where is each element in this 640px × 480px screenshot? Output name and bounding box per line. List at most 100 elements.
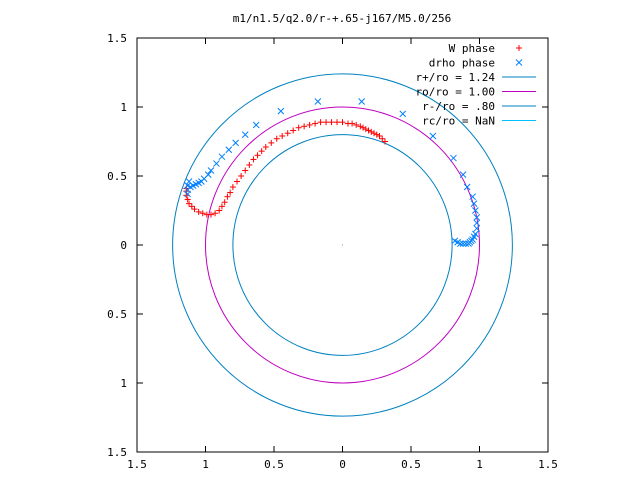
w-phase-point [234,178,241,185]
drho-phase-point [465,240,472,247]
ticks-layer: 1.5 1 0.5 0 0.5 1 1.51.510.500.511.5 [107,32,558,471]
w-phase-point [203,211,210,218]
legend-label: ro/ro = 1.00 [416,86,495,99]
w-phase-point [188,203,195,210]
w-phase-point [227,189,234,196]
w-phase-point [186,200,193,207]
drho-phase-point [241,131,249,138]
drho-phase-point [213,160,220,167]
drho-phase-point [225,146,233,154]
w-phase-point [323,119,330,126]
drho-phase-point [314,98,322,105]
w-phase-point [250,156,257,163]
y-tick-label: 1.5 [107,446,127,459]
w-phase-point [368,128,375,135]
w-phase-point [306,121,313,128]
x-tick-label: 0 [339,458,346,471]
legend-label: r-/ro = .80 [422,100,495,113]
w-phase-point [212,210,219,217]
drho-phase-point [470,200,478,207]
legend-label: W phase [449,42,495,55]
drho-phase-point [277,107,285,115]
w-phase-point [371,130,378,137]
w-phase-point [295,124,302,131]
drho-phase-point [252,121,260,129]
w-phase-point [242,167,249,174]
y-tick-label: 1 [120,377,127,390]
legend-sample-cross [515,59,523,66]
w-phase-point [238,173,245,179]
drho-phase-point [429,132,437,140]
w-phase-point [312,120,319,127]
drho-phase-point [218,153,226,161]
w-phase-point [195,208,202,215]
drho-phase-point [462,240,470,247]
drho-phase-point [473,214,481,221]
chart-title: m1/n1.5/q2.0/r-+.65-j167/M5.0/256 [233,12,452,25]
w-phase-point [221,199,228,206]
w-phase-point [365,127,372,134]
drho-phase-point [469,193,477,201]
w-phase-point [184,196,191,203]
drho-phase-point [358,98,366,105]
y-tick-label: 1.5 [107,32,127,45]
w-phase-point [268,139,275,146]
drho-phase-point [207,167,215,174]
drho-phase-point [472,207,479,214]
circles-layer [172,73,513,417]
w-phase-point [254,152,261,159]
drho-phase-point [232,139,239,147]
y-tick-label: 1 [120,101,127,114]
x-tick-label: 1.5 [538,458,558,471]
circle-r-1_24 [172,73,513,417]
circle-r-0_8 [232,134,453,356]
w-phase-point [229,184,236,191]
w-phase-point [334,119,341,126]
w-phase-point [273,135,280,142]
w-phase-point [279,132,286,139]
legend-label: rc/ro = NaN [422,115,495,128]
circle-r-1 [205,106,480,384]
w-phase-point [360,124,367,131]
drho-phase-point [399,110,407,118]
w-phase-point [290,127,297,134]
drho-phase-point [463,183,471,191]
w-phase-point [317,119,324,126]
w-phase-point [218,203,225,210]
w-phase-point [199,210,206,217]
w-phase-point [284,130,291,137]
w-phase-point [216,207,223,214]
y-tick-label: 0.5 [107,308,127,321]
w-phase-point [381,138,388,145]
w-phase-point [357,123,364,130]
drho-phase-point [204,171,212,178]
w-phase-point [246,161,253,168]
w-phase-point [362,126,369,133]
drho-phase-point [459,171,467,178]
drho-phase-point [451,237,459,245]
x-tick-label: 1 [476,458,483,471]
x-tick-label: 1.5 [127,458,147,471]
legend-label: r+/ro = 1.24 [416,71,496,84]
x-tick-label: 0.5 [264,458,284,471]
y-tick-label: 0 [120,239,127,252]
origin-dot [341,244,344,246]
drho-phase-point [473,225,481,232]
x-tick-label: 0.5 [401,458,421,471]
legend-label: drho phase [429,57,495,70]
w-phase-point [339,119,346,126]
w-phase-point [224,193,231,200]
w-phase-point [328,119,335,126]
drho-phase-point [459,240,467,247]
points-layer [183,98,481,247]
w-phase-point [191,206,198,213]
w-phase-point [379,135,386,142]
w-phase-point [258,148,265,155]
legend-sample-plus [516,45,522,51]
w-phase-point [262,144,269,151]
drho-phase-point [473,219,481,227]
drho-phase-point [450,154,457,162]
x-tick-label: 1 [202,458,209,471]
w-phase-point [376,132,383,139]
